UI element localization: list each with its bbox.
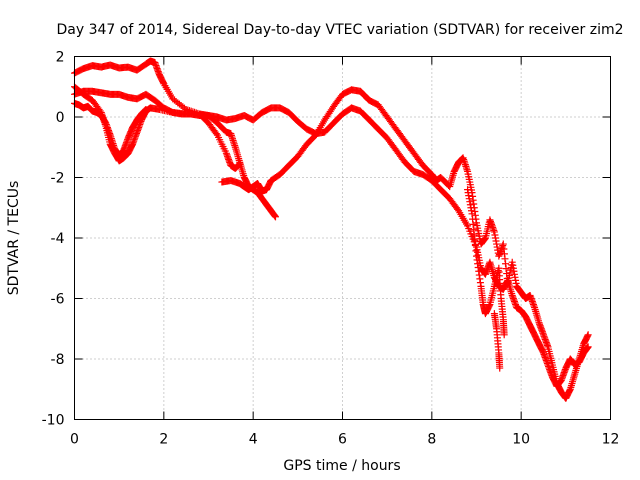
series-track-3 xyxy=(71,87,592,390)
data-point xyxy=(142,105,150,113)
x-tick-label: 8 xyxy=(427,432,436,448)
series-track-1 xyxy=(71,57,244,172)
x-tick-label: 12 xyxy=(602,432,620,448)
series-track-7 xyxy=(490,310,504,372)
series-track-5 xyxy=(218,86,592,402)
y-tick-label: 2 xyxy=(56,50,65,66)
x-tick-label: 10 xyxy=(512,432,530,448)
x-tick-label: 4 xyxy=(249,432,258,448)
y-axis-label: SDTVAR / TECUs xyxy=(6,181,22,296)
y-tick-label: -4 xyxy=(51,231,65,247)
data-series xyxy=(71,57,592,402)
series-track-4 xyxy=(71,99,150,160)
y-tick-label: -8 xyxy=(51,352,65,368)
data-point xyxy=(212,130,220,138)
y-tick-label: 0 xyxy=(56,110,65,126)
series-track-2 xyxy=(71,83,279,221)
axes: 0 2 4 6 8 10 12 -10 -8 -6 -4 -2 0 2 xyxy=(42,50,620,448)
data-point xyxy=(272,213,279,221)
x-tick-label: 0 xyxy=(70,432,79,448)
data-point xyxy=(584,343,592,351)
data-point xyxy=(500,331,508,339)
x-axis-label: GPS time / hours xyxy=(283,458,400,474)
data-point xyxy=(584,331,592,339)
x-tick-label: 2 xyxy=(159,432,168,448)
y-tick-label: -10 xyxy=(42,413,65,429)
y-tick-label: -2 xyxy=(51,171,65,187)
x-tick-label: 6 xyxy=(338,432,347,448)
data-point xyxy=(496,364,504,372)
chart-title: Day 347 of 2014, Sidereal Day-to-day VTE… xyxy=(57,22,624,38)
y-tick-label: -6 xyxy=(51,292,65,308)
series-track-6 xyxy=(464,186,508,339)
